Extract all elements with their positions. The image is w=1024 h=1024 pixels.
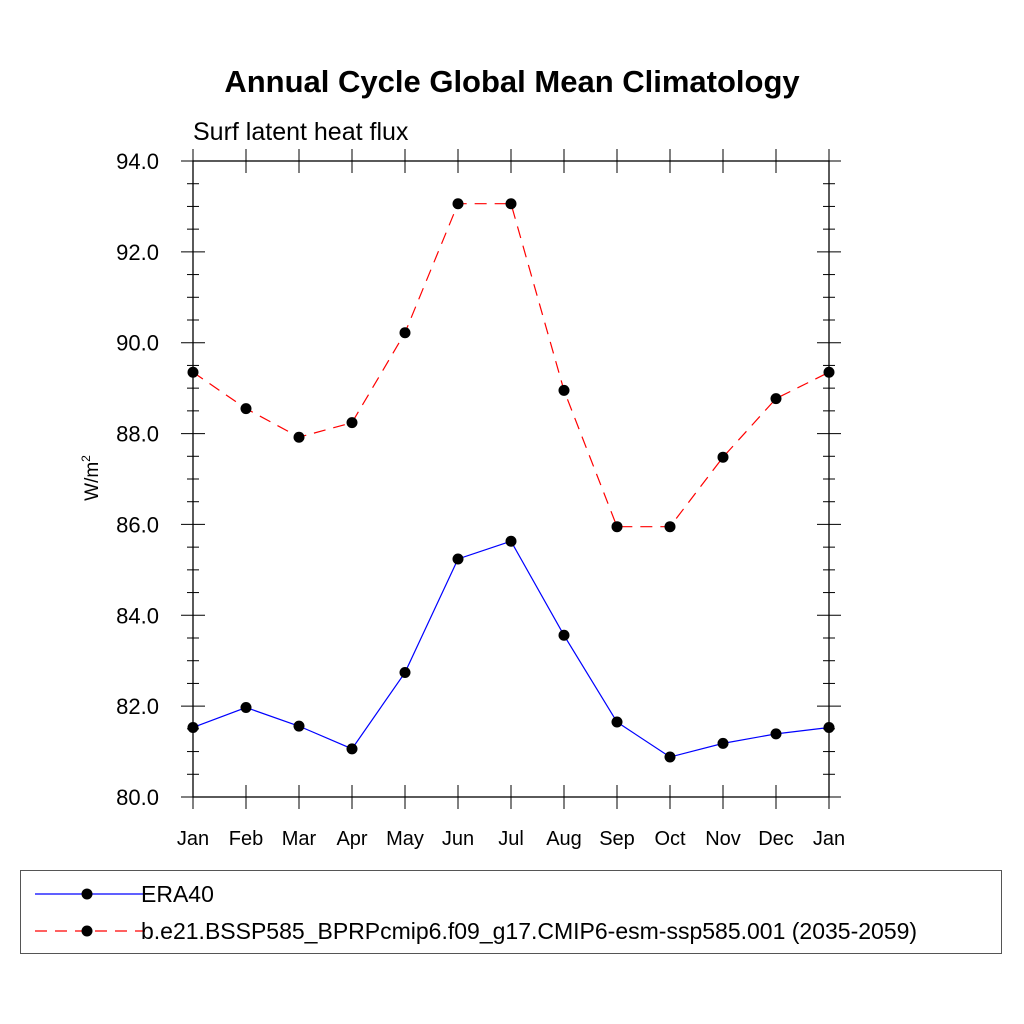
- series-1-point: [399, 327, 411, 339]
- series-0-point: [558, 629, 570, 641]
- y-tick-label: 92.0: [116, 240, 159, 265]
- legend-label-cmip6: b.e21.BSSP585_BPRPcmip6.f09_g17.CMIP6-es…: [141, 918, 918, 944]
- x-tick-label: Mar: [282, 828, 317, 850]
- series-0-point: [505, 535, 517, 547]
- x-tick-label: Jul: [498, 828, 524, 850]
- plot-frame: [192, 160, 830, 798]
- series-0-point: [346, 743, 358, 755]
- series-0-point: [293, 720, 305, 732]
- series-line-0: [192, 540, 830, 758]
- x-tick-label: Dec: [758, 828, 794, 850]
- y-tick-label: 88.0: [116, 422, 159, 447]
- series-1-point: [452, 198, 464, 210]
- y-axis-label-sup: 2: [79, 455, 93, 462]
- series-0-point: [399, 667, 411, 679]
- y-tick-label: 80.0: [116, 785, 159, 810]
- legend-swatch-era40: [35, 888, 145, 900]
- x-tick-label: Oct: [654, 828, 686, 850]
- x-tick-labels: Jan Feb Mar Apr May Jun Jul Aug Sep Oct Nov Dec Jan: [177, 828, 845, 850]
- x-tick-label: Jan: [177, 828, 209, 850]
- series-1-point: [293, 431, 305, 443]
- series-line-1: [192, 203, 830, 528]
- series-0-point: [717, 737, 729, 749]
- series-1-point: [505, 198, 517, 210]
- x-tick-label: Sep: [599, 828, 635, 850]
- series-0-point: [664, 751, 676, 763]
- series-layer: [187, 198, 835, 763]
- y-axis-label-base: W/m: [82, 462, 103, 501]
- series-1-point: [664, 521, 676, 533]
- x-tick-label: Feb: [229, 828, 263, 850]
- y-tick-label: 82.0: [116, 694, 159, 719]
- x-tick-label: Aug: [546, 828, 582, 850]
- legend-entry-era40: ERA40: [21, 879, 1001, 909]
- series-1-point: [717, 451, 729, 463]
- tick-marks: [181, 149, 841, 809]
- chart-title: Annual Cycle Global Mean Climatology: [224, 64, 800, 99]
- series-1-point: [611, 521, 623, 533]
- y-tick-labels: 80.0 82.0 84.0 86.0 88.0 90.0 92.0 94.0: [116, 149, 159, 810]
- series-0-point: [187, 721, 199, 733]
- x-tick-label: Nov: [705, 828, 741, 850]
- legend-label-era40: ERA40: [141, 881, 214, 907]
- y-tick-label: 90.0: [116, 331, 159, 356]
- legend-entry-cmip6: b.e21.BSSP585_BPRPcmip6.f09_g17.CMIP6-es…: [21, 916, 1001, 946]
- chart-subtitle: Surf latent heat flux: [193, 118, 409, 146]
- series-0-point: [770, 728, 782, 740]
- y-tick-label: 86.0: [116, 512, 159, 537]
- x-tick-label: May: [386, 828, 424, 850]
- y-axis-label: W/m2: [79, 455, 103, 501]
- series-1-point: [346, 417, 358, 429]
- x-tick-label: Apr: [336, 828, 367, 850]
- y-tick-label: 94.0: [116, 149, 159, 174]
- series-1-point: [770, 393, 782, 405]
- x-tick-label: Jun: [442, 828, 474, 850]
- series-0-point: [611, 716, 623, 728]
- y-tick-label: 84.0: [116, 603, 159, 628]
- series-1-point: [823, 366, 835, 378]
- series-1-point: [240, 403, 252, 415]
- series-1-point: [558, 384, 570, 396]
- series-0-point: [240, 702, 252, 714]
- series-0-point: [452, 553, 464, 565]
- series-0-point: [823, 721, 835, 733]
- x-tick-label: Jan: [813, 828, 845, 850]
- legend-swatch-cmip6: [35, 925, 145, 937]
- legend: ERA40 b.e21.BSSP585_BPRPcmip6.f09_g17.CM…: [20, 870, 1002, 954]
- series-1-point: [187, 366, 199, 378]
